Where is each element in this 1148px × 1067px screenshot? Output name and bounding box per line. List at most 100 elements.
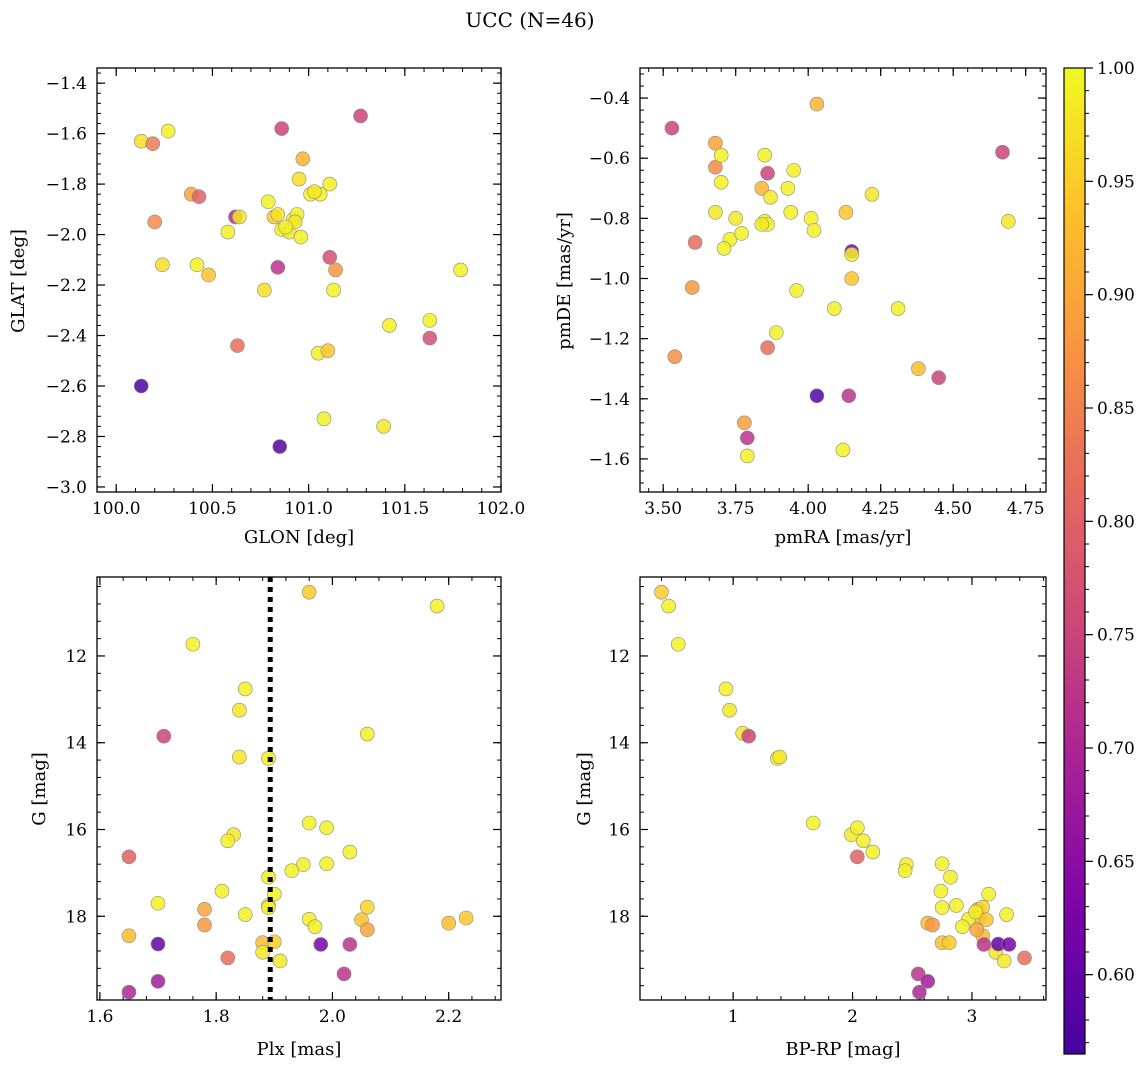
x-tick-label: 3 [967, 1007, 978, 1027]
y-tick-label: −0.4 [589, 89, 630, 109]
y-tick-label: −2.0 [46, 226, 87, 246]
data-point [737, 415, 752, 431]
data-point [768, 325, 784, 340]
data-point [121, 928, 137, 944]
data-point [121, 984, 137, 1000]
y-tick-label: 16 [608, 820, 630, 840]
colorbar-tick-label: 0.65 [1097, 852, 1135, 872]
x-tick-label: 100.5 [188, 499, 237, 519]
y-tick-label: 18 [608, 907, 630, 927]
data-point [809, 388, 825, 404]
x-tick-label: 2 [847, 1007, 858, 1027]
data-point [708, 135, 723, 151]
data-point [441, 915, 456, 931]
data-point [934, 900, 950, 915]
data-point [890, 301, 906, 316]
data-point [376, 419, 391, 434]
data-point [313, 937, 329, 952]
data-point [757, 147, 773, 163]
data-point [713, 147, 729, 163]
data-point [133, 378, 149, 394]
y-tick-label: −2.2 [46, 276, 87, 296]
data-point [301, 584, 317, 600]
data-point [864, 186, 880, 202]
y-axis-label: G [mag] [29, 752, 50, 825]
data-point [780, 180, 796, 196]
y-tick-label: −1.2 [589, 330, 630, 350]
y-axis-label: GLAT [deg] [8, 229, 29, 333]
data-point [741, 728, 756, 744]
data-point [220, 833, 236, 849]
data-point [772, 749, 788, 765]
data-point [147, 214, 163, 230]
data-point [728, 211, 744, 226]
axes-frame [96, 576, 502, 1001]
data-point [803, 211, 819, 226]
axes-frame [639, 67, 1047, 493]
colorbar-frame [1063, 67, 1086, 1055]
y-tick-label: 12 [65, 647, 87, 667]
data-point [301, 815, 317, 831]
x-tick-label: 101.5 [380, 499, 429, 519]
data-point [230, 338, 245, 353]
data-point [342, 844, 358, 860]
data-point [353, 108, 368, 124]
data-point [316, 411, 332, 427]
data-point [850, 820, 865, 836]
data-point [319, 856, 334, 872]
data-point [307, 184, 322, 199]
y-tick-label: 18 [65, 907, 87, 927]
data-point [270, 260, 286, 275]
data-point [453, 262, 468, 278]
points [133, 108, 468, 454]
data-point [1017, 950, 1032, 966]
y-tick-label: −1.4 [46, 74, 87, 94]
data-point [941, 935, 957, 951]
data-point [995, 144, 1010, 160]
x-tick-label: 1.6 [86, 1007, 113, 1027]
data-point [214, 883, 230, 899]
data-point [1001, 937, 1017, 952]
data-point [911, 361, 926, 377]
data-point [708, 159, 723, 175]
data-point [360, 899, 375, 915]
y-tick-label: 14 [65, 734, 87, 754]
colorbar-gradient [1064, 68, 1085, 1054]
data-point [925, 917, 940, 933]
x-tick-label: 1.8 [203, 1007, 230, 1027]
data-point [322, 176, 338, 192]
data-point [237, 681, 253, 697]
x-tick-label: 1 [728, 1007, 739, 1027]
x-tick-label: 4.00 [789, 499, 827, 519]
panel-proper-motion: pmRA [mas/yr] pmDE [mas/yr] 3.50 3.75 4.00… [554, 67, 1047, 548]
data-point [220, 950, 236, 966]
data-point [201, 267, 216, 283]
x-axis-label: pmRA [mas/yr] [775, 527, 912, 548]
data-point [754, 217, 770, 232]
data-point [763, 190, 778, 205]
colorbar-tick-label: 0.90 [1097, 286, 1135, 306]
y-tick-label: 16 [65, 820, 87, 840]
colorbar-tick-label: 0.80 [1097, 512, 1135, 532]
y-tick-label: 12 [608, 647, 630, 667]
data-point [667, 349, 683, 364]
data-point [336, 966, 352, 982]
y-axis-label: pmDE [mas/yr] [554, 212, 575, 350]
data-point [189, 257, 205, 273]
data-point [319, 820, 334, 836]
data-point [293, 229, 309, 245]
data-point [328, 262, 343, 278]
data-point [145, 136, 161, 152]
y-tick-label: −2.8 [46, 427, 87, 447]
panel-glon-glat: GLON [deg] GLAT [deg] 100.0 100.5 101.0 101… [8, 67, 525, 548]
data-point [270, 207, 286, 222]
data-point [150, 936, 166, 952]
data-point [739, 448, 755, 464]
data-point [934, 856, 950, 872]
colorbar: 0.60 0.65 0.70 0.75 0.80 0.85 0.90 0.95 1.00 [1063, 59, 1135, 1055]
data-point [722, 702, 737, 718]
y-tick-label: −1.6 [46, 125, 87, 145]
data-point [912, 984, 927, 1000]
data-point [155, 257, 170, 273]
